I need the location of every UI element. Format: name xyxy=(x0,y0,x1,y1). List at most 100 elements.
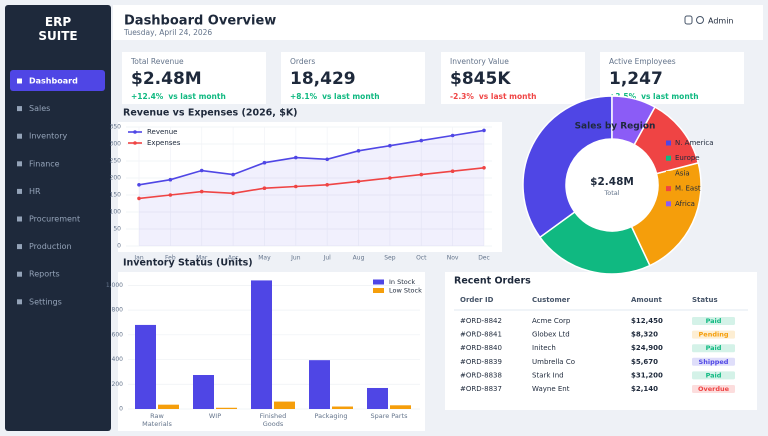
customer: Umbrella Co xyxy=(532,358,575,366)
point xyxy=(325,183,329,187)
nav-icon xyxy=(17,133,22,139)
chart-title: Sales by Region xyxy=(575,122,656,132)
nav-active-bg[interactable] xyxy=(10,70,105,91)
y-tick-label: 1,000 xyxy=(106,282,123,289)
date: Tuesday, April 24, 2026 xyxy=(123,28,212,37)
nav-item[interactable]: Settings xyxy=(29,297,62,306)
legend-label: M. East xyxy=(675,185,701,193)
bar xyxy=(367,387,388,409)
sidebar xyxy=(5,5,111,431)
nav-item[interactable]: Finance xyxy=(29,159,60,168)
status: Paid xyxy=(706,317,722,325)
bell-icon[interactable] xyxy=(684,15,693,25)
chart-title: Inventory Status (Units) xyxy=(123,258,253,269)
kpi-change: -2.3% xyxy=(450,92,474,101)
customer: Stark Ind xyxy=(532,371,564,379)
point xyxy=(419,172,424,177)
customer: Acme Corp xyxy=(532,317,571,325)
slice xyxy=(611,95,656,146)
point xyxy=(231,191,235,196)
x-tick-label: WIP xyxy=(208,412,222,420)
x-tick-label: Apr xyxy=(228,255,239,262)
status: Pending xyxy=(699,331,729,339)
status-badge xyxy=(692,357,735,366)
order-id[interactable]: #ORD-8839 xyxy=(460,358,502,366)
legend-label: Asia xyxy=(675,169,690,177)
amount: $12,450 xyxy=(631,317,663,325)
bar xyxy=(309,360,330,409)
user-icon[interactable] xyxy=(696,16,704,24)
kpi-note: vs last month xyxy=(641,92,699,101)
x-tick-label: Finished Goods xyxy=(259,412,287,428)
order-id[interactable]: #ORD-8838 xyxy=(460,371,502,379)
point xyxy=(356,179,361,184)
line xyxy=(138,167,485,200)
point xyxy=(388,176,392,180)
center-value: $2.48M xyxy=(590,176,634,188)
nav-icon xyxy=(17,271,22,277)
point xyxy=(419,138,424,143)
nav-item[interactable]: Inventory xyxy=(29,132,67,141)
nav-item[interactable]: Dashboard xyxy=(29,77,78,86)
nav-icon xyxy=(17,188,22,194)
kpi-note: vs last month xyxy=(168,92,226,101)
point xyxy=(450,169,455,173)
x-tick-label: Packaging xyxy=(314,412,348,420)
status-badge xyxy=(692,317,735,325)
x-tick-label: Jan xyxy=(133,255,143,262)
y-tick-label: 200 xyxy=(112,381,124,388)
slice xyxy=(522,95,613,239)
legend-label: Revenue xyxy=(147,128,178,136)
user-name[interactable]: Admin xyxy=(708,17,734,26)
x-tick-label: Spare Parts xyxy=(370,412,408,420)
nav-item[interactable]: Reports xyxy=(29,270,60,279)
order-id[interactable]: #ORD-8842 xyxy=(460,317,502,325)
y-tick-label: 100 xyxy=(110,209,122,216)
kpi-label: Orders xyxy=(290,57,315,66)
nav-item[interactable]: Production xyxy=(29,242,72,251)
x-tick-label: Oct xyxy=(416,255,427,262)
kpi-note: vs last month xyxy=(479,92,537,101)
legend-label: N. America xyxy=(675,139,714,147)
area xyxy=(139,130,484,246)
point xyxy=(294,184,298,189)
kpi-label: Total Revenue xyxy=(130,57,184,66)
order-id[interactable]: #ORD-8837 xyxy=(460,385,502,393)
x-tick-label: Aug xyxy=(353,255,365,262)
kpi-value: 1,247 xyxy=(609,69,663,89)
nav-item[interactable]: Procurement xyxy=(29,215,80,224)
y-tick-label: 200 xyxy=(110,175,122,182)
x-tick-label: Dec xyxy=(478,255,490,262)
customer: Initech xyxy=(532,344,556,352)
amount: $2,140 xyxy=(631,385,658,393)
bar xyxy=(193,375,214,409)
y-tick-label: 0 xyxy=(117,243,121,250)
point xyxy=(262,160,267,165)
point xyxy=(199,168,204,173)
bar xyxy=(158,404,179,409)
brand: ERP SUITE xyxy=(38,15,78,43)
y-tick-label: 350 xyxy=(110,124,122,131)
customer: Globex Ltd xyxy=(532,331,570,339)
bar xyxy=(332,406,353,409)
point xyxy=(137,196,141,201)
column-header: Status xyxy=(692,296,718,304)
legend-label: In Stock xyxy=(389,278,415,286)
nav-item[interactable]: HR xyxy=(29,187,41,196)
status-badge xyxy=(692,344,735,353)
nav-item[interactable]: Sales xyxy=(29,104,50,113)
amount: $24,900 xyxy=(631,344,663,352)
order-id[interactable]: #ORD-8841 xyxy=(460,331,502,339)
table-title: Recent Orders xyxy=(454,276,531,287)
chart-title: Revenue vs Expenses (2026, $K) xyxy=(123,108,298,119)
legend-swatch xyxy=(666,201,671,207)
kpi-value: $845K xyxy=(450,69,511,89)
nav-icon xyxy=(17,216,22,222)
bar xyxy=(274,401,295,409)
amount: $31,200 xyxy=(631,371,663,379)
nav-icon xyxy=(17,78,22,84)
bar xyxy=(216,407,237,409)
point xyxy=(168,193,173,197)
order-id[interactable]: #ORD-8840 xyxy=(460,344,502,352)
